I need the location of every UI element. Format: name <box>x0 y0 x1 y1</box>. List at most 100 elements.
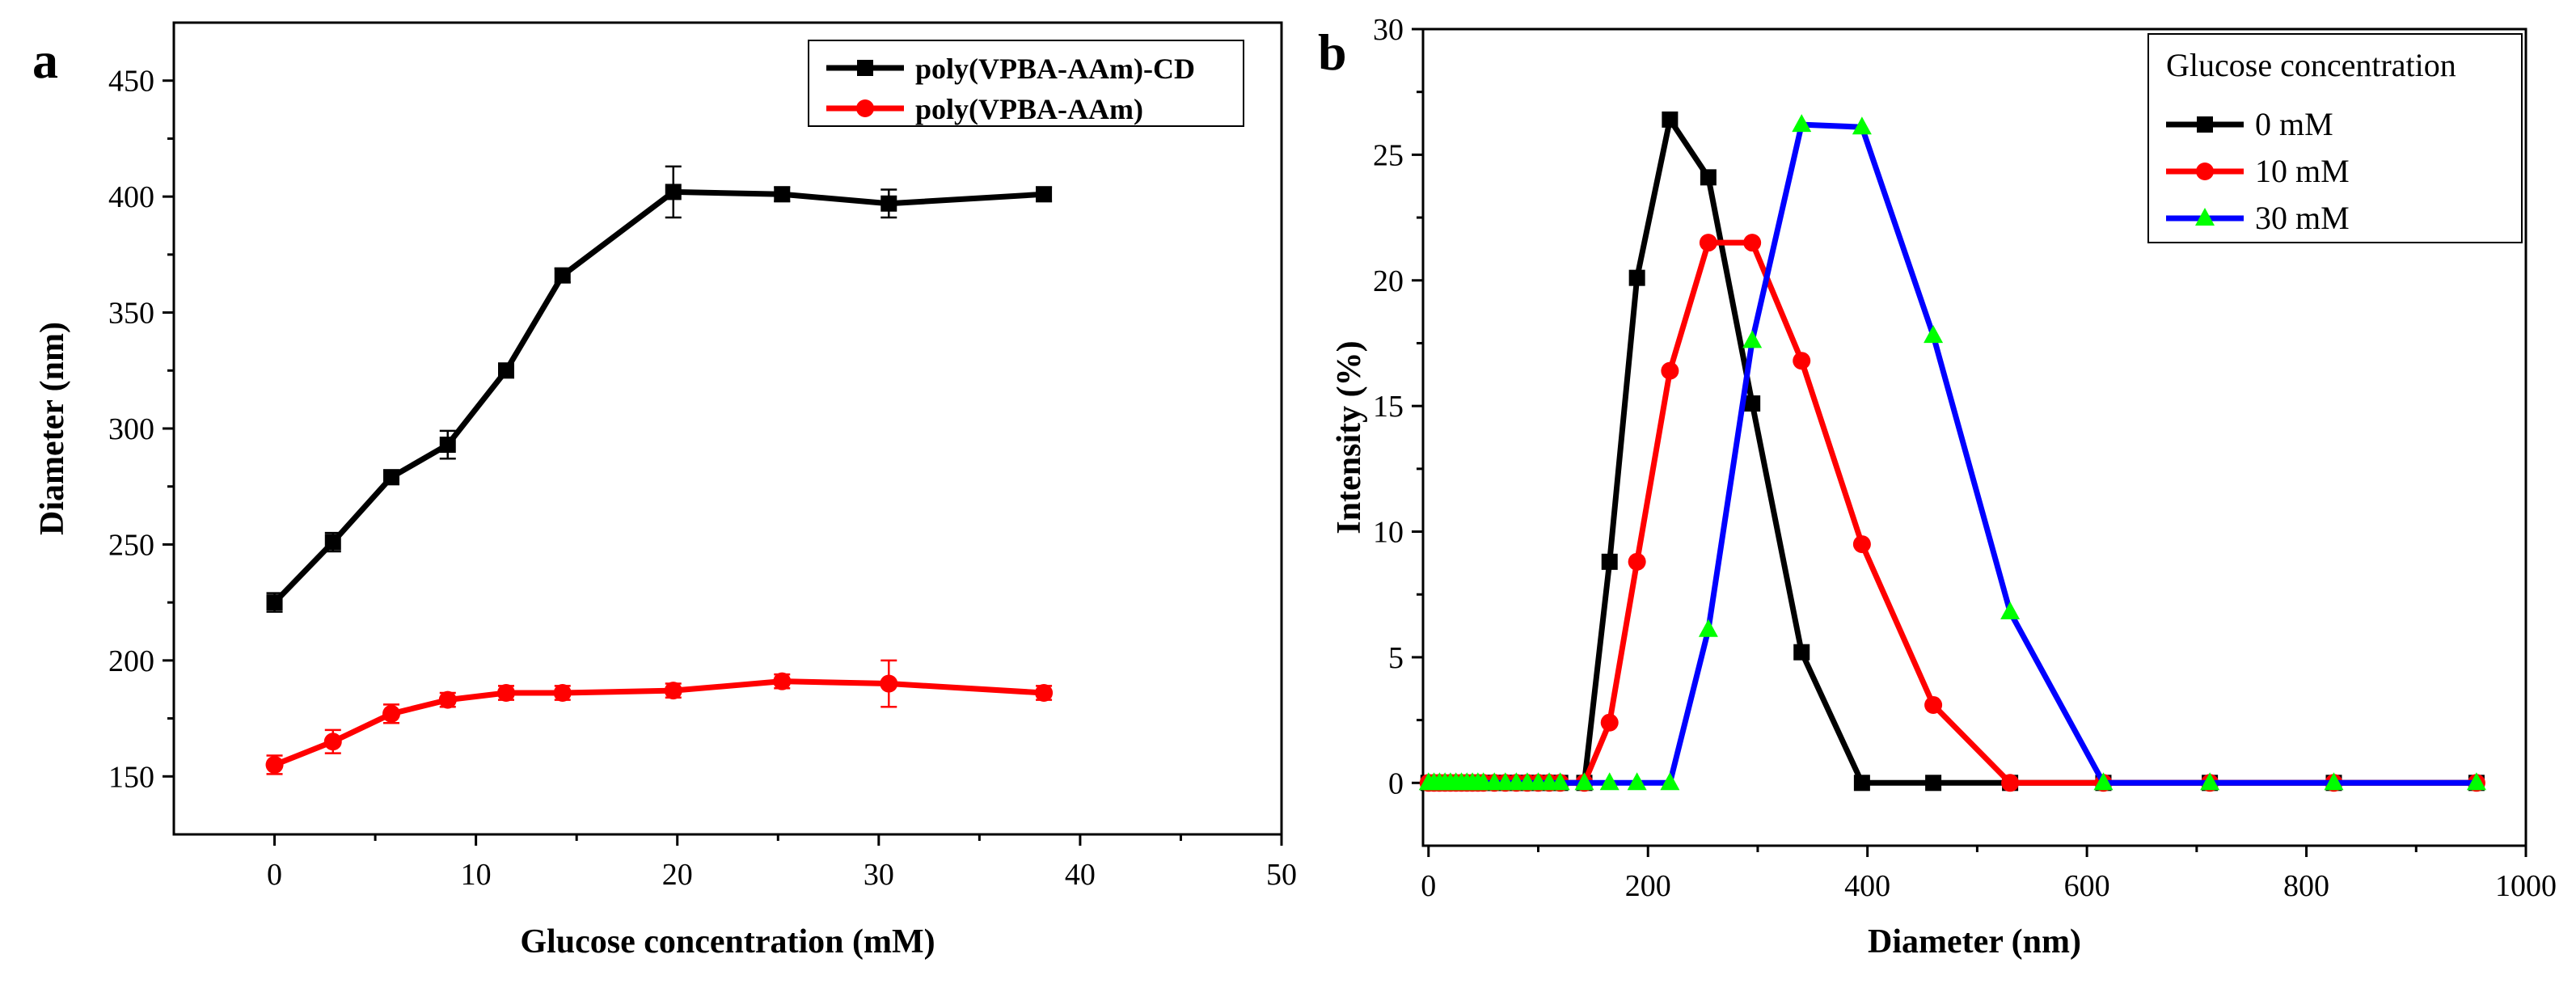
legend-label: poly(VPBA-AAm) <box>915 93 1143 125</box>
series-2 <box>1419 234 2485 792</box>
x-axis-title: Glucose concentration (mM) <box>520 923 935 961</box>
data-point <box>1036 186 1053 203</box>
legend-label: 10 mM <box>2255 153 2350 189</box>
data-point <box>323 733 342 751</box>
data-point <box>1853 775 1870 792</box>
y-axis-title: Diameter (nm) <box>34 322 71 535</box>
data-point <box>265 755 284 774</box>
data-point <box>1924 325 1944 344</box>
data-point <box>774 186 791 203</box>
data-point <box>383 469 400 486</box>
x-tick-label: 20 <box>662 858 693 892</box>
data-point <box>880 195 897 212</box>
data-point <box>1660 772 1680 791</box>
series-3 <box>1418 114 2486 791</box>
legend-swatch-marker <box>2197 116 2213 133</box>
plot-frame <box>172 21 1283 836</box>
data-point <box>2466 772 2486 791</box>
data-point <box>1661 361 1679 380</box>
y-tick-label: 15 <box>1373 390 1404 424</box>
panel-label: b <box>1318 23 1347 81</box>
data-point <box>1924 695 1943 714</box>
legend-swatch-marker <box>2196 163 2214 180</box>
data-point <box>1700 169 1717 186</box>
y-tick-label: 25 <box>1373 138 1404 172</box>
data-point <box>665 184 682 201</box>
legend: Glucose concentration 0 mM 10 mM 30 mM <box>2147 33 2523 243</box>
data-point <box>664 682 682 700</box>
data-point <box>438 690 457 709</box>
data-point <box>1662 111 1679 128</box>
data-point <box>1600 713 1619 732</box>
data-point <box>1793 644 1810 661</box>
data-point <box>1628 552 1646 571</box>
legend-swatch-marker <box>856 99 874 117</box>
x-tick-label: 50 <box>1266 858 1297 892</box>
y-tick-label: 200 <box>108 644 154 678</box>
data-point <box>880 674 898 693</box>
series-2 <box>265 659 1054 775</box>
data-point <box>324 534 341 551</box>
y-tick-label: 0 <box>1388 766 1404 800</box>
data-point <box>1793 352 1811 370</box>
data-point <box>1792 114 1812 133</box>
data-point <box>773 672 792 690</box>
series-line <box>1428 239 2477 786</box>
data-point <box>1601 553 1618 570</box>
chart-panel-a: 0 10 20 30 40 50 150 200 250 300 350 400 450 Glucose … <box>32 21 1297 961</box>
data-point <box>1925 775 1942 792</box>
x-tick-label: 30 <box>864 858 894 892</box>
data-point <box>553 684 572 703</box>
data-point <box>1627 772 1647 791</box>
x-axis-title: Diameter (nm) <box>1868 923 2081 961</box>
data-point <box>1035 684 1054 703</box>
data-point <box>554 267 571 284</box>
data-point <box>2001 774 2020 792</box>
x-tick-label: 10 <box>461 858 492 892</box>
data-point <box>439 437 456 454</box>
data-point <box>1628 269 1645 286</box>
data-point <box>382 704 401 723</box>
x-tick-label: 0 <box>267 858 282 892</box>
data-point <box>266 594 283 611</box>
legend: poly(VPBA-AAm)-CD poly(VPBA-AAm) <box>808 40 1244 127</box>
legend-box <box>808 40 1244 127</box>
y-tick-label: 450 <box>108 65 154 99</box>
data-point <box>1852 535 1871 554</box>
data-point <box>1744 395 1761 412</box>
data-point <box>1550 772 1570 791</box>
y-axis-title: Intensity (%) <box>1331 340 1368 534</box>
y-tick-label: 5 <box>1388 641 1404 675</box>
y-tick-label: 150 <box>108 760 154 794</box>
x-tick-label: 800 <box>2283 869 2329 903</box>
data-point <box>1742 330 1763 348</box>
data-point <box>2093 772 2114 791</box>
x-tick-label: 40 <box>1065 858 1096 892</box>
x-tick-label: 600 <box>2064 869 2110 903</box>
legend-label: poly(VPBA-AAm)-CD <box>915 53 1195 85</box>
data-point <box>1698 619 1718 637</box>
chart-panel-b: 0 200 400 600 800 1000 0 5 10 15 20 25 30 Diameter (n… <box>1318 13 2557 961</box>
x-tick-label: 0 <box>1421 869 1436 903</box>
data-point <box>497 684 515 703</box>
y-tick-label: 350 <box>108 297 154 331</box>
data-point <box>1699 234 1717 252</box>
y-tick-label: 30 <box>1373 13 1404 47</box>
series-line <box>273 678 1045 768</box>
y-tick-label: 300 <box>108 412 154 446</box>
legend-label: 0 mM <box>2255 106 2333 142</box>
plot-frame <box>1421 27 2527 847</box>
x-tick-label: 400 <box>1844 869 1890 903</box>
y-tick-label: 10 <box>1373 516 1404 550</box>
data-point <box>1599 772 1620 791</box>
series-line <box>272 188 1045 605</box>
y-tick-label: 400 <box>108 180 154 214</box>
legend-swatch-marker <box>2195 208 2215 226</box>
x-tick-label: 200 <box>1625 869 1671 903</box>
x-tick-label: 1000 <box>2495 869 2557 903</box>
panel-label: a <box>32 32 58 89</box>
y-tick-label: 250 <box>108 528 154 562</box>
data-point <box>1743 234 1762 252</box>
data-point <box>1574 772 1594 791</box>
